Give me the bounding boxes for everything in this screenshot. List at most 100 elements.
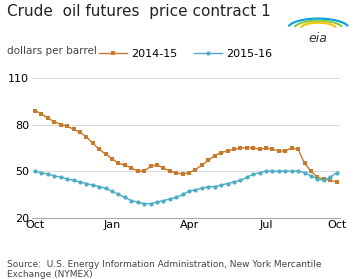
2015-16 — [245, 176, 249, 179]
2014-15 — [136, 169, 140, 173]
2015-16 — [39, 171, 44, 174]
2014-15 — [200, 163, 204, 167]
2014-15 — [309, 169, 313, 173]
2015-16 — [142, 202, 146, 205]
2015-16 — [257, 171, 262, 174]
2015-16 — [136, 200, 140, 204]
2015-16 — [103, 186, 108, 190]
2014-15 — [232, 148, 236, 151]
2014-15 — [193, 168, 198, 171]
2015-16 — [328, 176, 332, 179]
2015-16 — [315, 177, 320, 181]
2015-16 — [110, 190, 114, 193]
2014-15 — [302, 162, 307, 165]
2014-15 — [129, 166, 133, 170]
Line: 2015-16: 2015-16 — [33, 169, 339, 206]
2015-16 — [78, 180, 82, 184]
2015-16 — [283, 169, 287, 173]
2014-15 — [257, 148, 262, 151]
2015-16 — [187, 190, 191, 193]
2015-16 — [97, 185, 101, 188]
2014-15 — [206, 158, 210, 162]
2015-16 — [296, 169, 300, 173]
2015-16 — [290, 169, 294, 173]
2014-15 — [290, 146, 294, 150]
2015-16 — [174, 196, 178, 199]
2015-16 — [65, 177, 69, 181]
2015-16 — [123, 196, 127, 199]
2015-16 — [181, 193, 185, 196]
2014-15 — [270, 148, 275, 151]
2014-15 — [251, 146, 255, 150]
2014-15 — [283, 149, 287, 153]
2015-16 — [238, 179, 242, 182]
2014-15 — [155, 163, 159, 167]
2014-15 — [245, 146, 249, 150]
2015-16 — [91, 183, 95, 187]
2015-16 — [161, 199, 166, 202]
2015-16 — [277, 169, 281, 173]
2014-15 — [335, 180, 339, 184]
2014-15 — [181, 172, 185, 176]
2014-15 — [142, 169, 146, 173]
2015-16 — [148, 202, 153, 205]
2015-16 — [193, 188, 198, 191]
2015-16 — [33, 169, 37, 173]
2014-15 — [213, 154, 217, 157]
2014-15 — [219, 151, 223, 154]
2014-15 — [322, 177, 326, 181]
2015-16 — [270, 169, 275, 173]
2015-16 — [206, 185, 210, 188]
2015-16 — [309, 174, 313, 177]
2015-16 — [52, 174, 56, 177]
2014-15 — [110, 157, 114, 160]
2014-15 — [225, 149, 230, 153]
2015-16 — [46, 172, 50, 176]
Text: Crude  oil futures  price contract 1: Crude oil futures price contract 1 — [7, 4, 271, 19]
2014-15 — [187, 171, 191, 174]
2014-15 — [65, 124, 69, 128]
2014-15 — [296, 148, 300, 151]
2015-16 — [129, 199, 133, 202]
2015-16 — [322, 179, 326, 182]
2014-15 — [277, 149, 281, 153]
2015-16 — [155, 200, 159, 204]
2014-15 — [328, 179, 332, 182]
2014-15 — [168, 169, 172, 173]
2014-15 — [97, 148, 101, 151]
2014-15 — [103, 152, 108, 156]
2014-15 — [33, 109, 37, 112]
2014-15 — [52, 120, 56, 123]
2014-15 — [238, 146, 242, 150]
2015-16 — [264, 169, 268, 173]
2014-15 — [161, 166, 166, 170]
Line: 2014-15: 2014-15 — [33, 109, 339, 184]
2015-16 — [232, 180, 236, 184]
2015-16 — [84, 182, 88, 185]
2015-16 — [219, 183, 223, 187]
2014-15 — [91, 141, 95, 145]
2014-15 — [84, 135, 88, 139]
2014-15 — [264, 146, 268, 150]
2014-15 — [72, 128, 76, 131]
2015-16 — [168, 197, 172, 201]
2015-16 — [72, 179, 76, 182]
2014-15 — [39, 112, 44, 116]
2015-16 — [59, 176, 63, 179]
2015-16 — [225, 182, 230, 185]
Text: Source:  U.S. Energy Information Administration, New York Mercantile
Exchange (N: Source: U.S. Energy Information Administ… — [7, 259, 321, 279]
2014-15 — [123, 163, 127, 167]
2015-16 — [200, 186, 204, 190]
2014-15 — [59, 123, 63, 126]
2015-16 — [213, 185, 217, 188]
2015-16 — [251, 172, 255, 176]
2014-15 — [116, 162, 121, 165]
2015-16 — [116, 193, 121, 196]
2014-15 — [46, 117, 50, 120]
Text: eia: eia — [309, 32, 328, 45]
Legend: 2014-15, 2015-16: 2014-15, 2015-16 — [99, 49, 273, 59]
Text: dollars per barrel: dollars per barrel — [7, 46, 97, 56]
2014-15 — [148, 165, 153, 168]
2014-15 — [174, 171, 178, 174]
2014-15 — [78, 131, 82, 134]
